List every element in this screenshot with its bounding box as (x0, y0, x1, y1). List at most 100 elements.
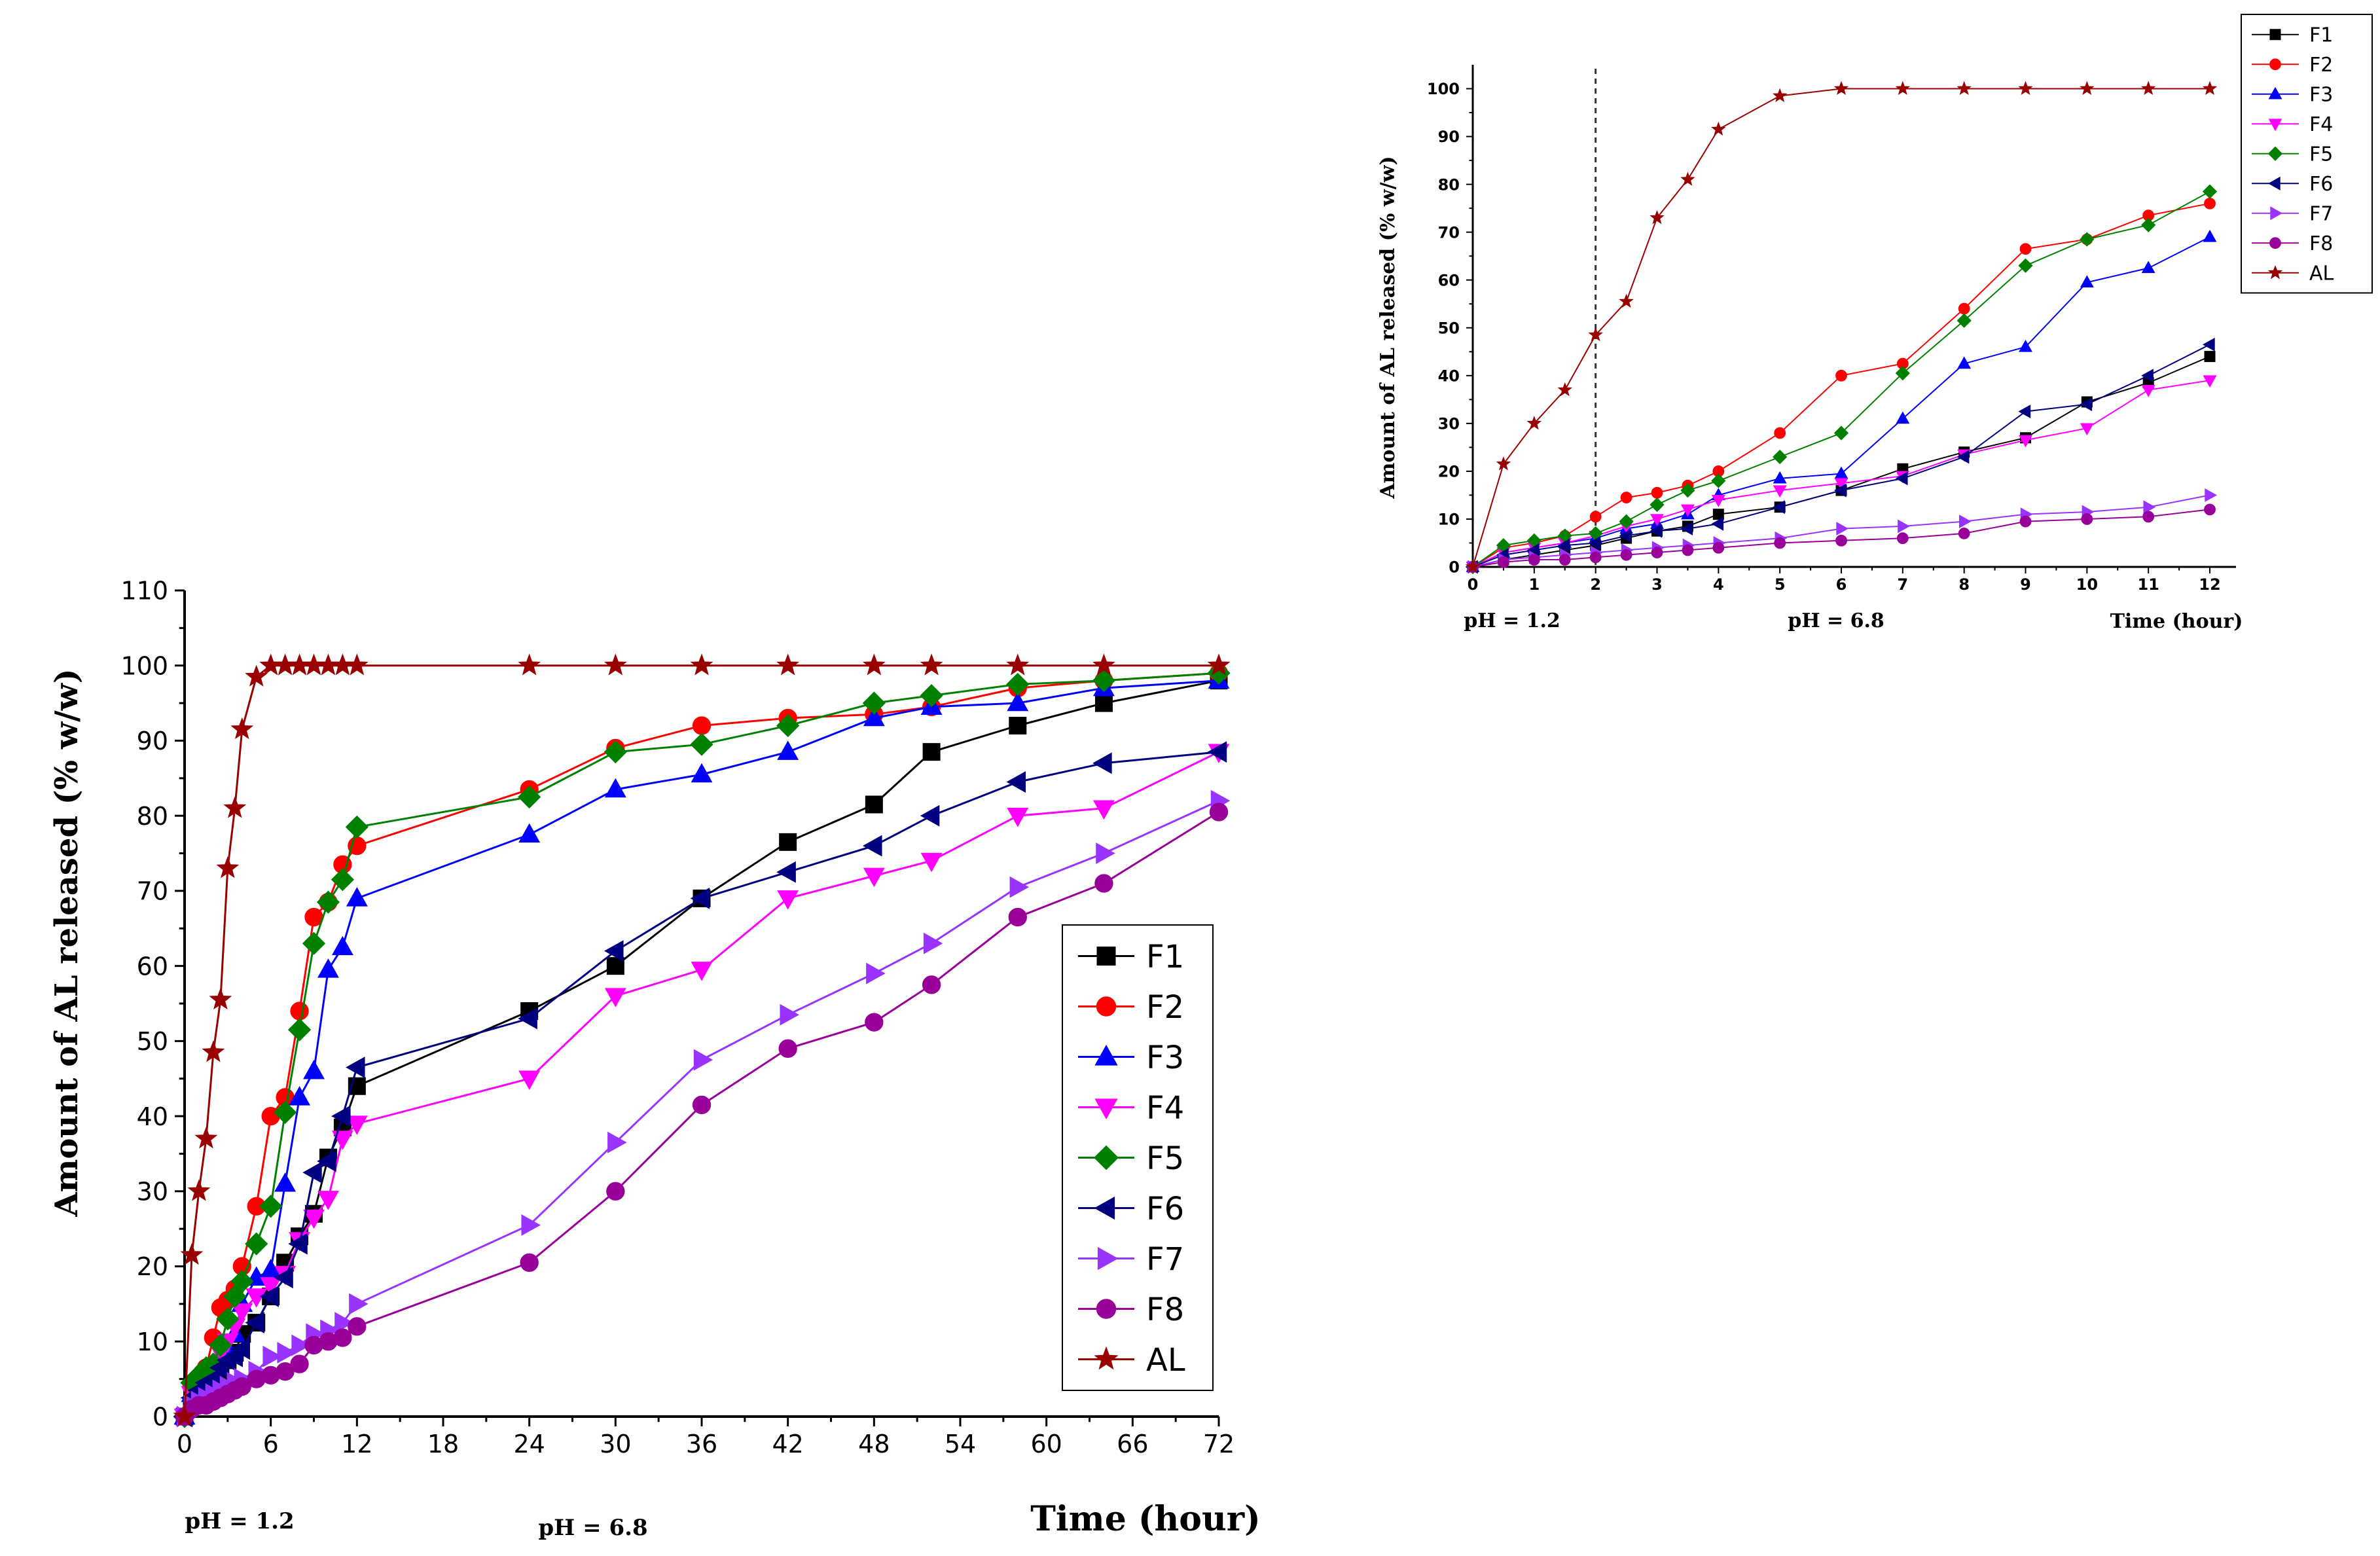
main-y-tick-label: 90 (137, 727, 168, 755)
inset-point-f8 (2204, 503, 2216, 516)
inset-point-f5 (1956, 313, 1972, 328)
inset-point-f3 (1896, 411, 1910, 424)
main-legend-label-f4: F4 (1146, 1090, 1184, 1127)
inset-point-al (1772, 88, 1788, 103)
inset-series-f3 (1466, 229, 2217, 572)
inset-point-f5 (1895, 366, 1910, 381)
main-point-al (776, 653, 800, 676)
inset-point-f8 (2081, 513, 2093, 525)
main-point-f5 (331, 868, 354, 892)
inset-point-f5 (1773, 449, 1788, 465)
inset-point-f8 (1712, 541, 1725, 554)
main-point-al (202, 1040, 225, 1062)
main-legend-marker-f1 (1096, 947, 1116, 966)
main-y-tick-label: 100 (120, 651, 168, 680)
inset-point-f2 (1589, 511, 1602, 523)
main-y-tick-label: 60 (137, 952, 168, 981)
main-x-tick-label: 54 (945, 1430, 976, 1458)
main-point-f8 (520, 1253, 539, 1272)
inset-x-tick-label: 1 (1528, 575, 1540, 594)
inset-point-al (2202, 81, 2218, 96)
main-series-f8 (175, 803, 1229, 1426)
main-point-f6 (518, 1007, 537, 1030)
inset-legend-marker-f2 (2269, 58, 2281, 71)
main-x-tick-label: 36 (686, 1430, 717, 1458)
main-point-f4 (691, 962, 713, 981)
main-point-f5 (216, 1307, 240, 1331)
inset-point-f5 (1680, 483, 1695, 498)
main-point-f4 (863, 867, 885, 888)
inset-point-f6 (1711, 516, 1724, 531)
inset-y-tick-label: 100 (1427, 80, 1460, 98)
inset-point-f4 (2080, 423, 2094, 436)
inset-x-axis-label: Time (hour) (2110, 610, 2243, 633)
main-legend-marker-f5 (1094, 1145, 1119, 1170)
inset-point-f8 (1896, 532, 1909, 545)
inset-point-al (2080, 81, 2095, 96)
inset-point-f8 (1835, 534, 1847, 547)
inset-point-f6 (1833, 483, 1847, 498)
main-point-f5 (920, 684, 943, 708)
inset-point-f8 (2142, 511, 2155, 523)
main-y-tick-label: 80 (137, 802, 168, 831)
inset-series-al (1465, 81, 2218, 573)
inset-point-f2 (1620, 492, 1632, 503)
main-point-f5 (776, 714, 800, 738)
inset-legend-label-f6: F6 (2309, 173, 2333, 196)
main-point-f5 (302, 932, 326, 955)
main-point-al (1207, 653, 1231, 676)
main-y-tick-label: 50 (137, 1027, 168, 1056)
main-point-f1 (779, 833, 797, 851)
inset-point-f4 (2141, 385, 2155, 397)
main-point-f6 (690, 887, 710, 909)
inset-point-f8 (1774, 537, 1786, 549)
main-y-axis-label: Amount of AL released (% w/w) (48, 668, 85, 1217)
main-point-f7 (780, 1004, 799, 1026)
main-point-f8 (1209, 803, 1229, 822)
main-chart: 0 6 12 18 24 30 36 42 48 54 60 66 72 0 10 20 30 40 50 60 70 8… (48, 577, 1261, 1541)
main-point-f4 (920, 852, 943, 873)
inset-point-f8 (1589, 551, 1602, 564)
inset-point-f5 (2141, 217, 2156, 232)
main-point-f6 (346, 1057, 365, 1078)
inset-point-f6 (1650, 524, 1663, 538)
main-point-f5 (1092, 669, 1116, 693)
inset-legend-label-f7: F7 (2309, 203, 2333, 226)
inset-point-f4 (1680, 504, 1695, 517)
main-y-tick-label: 110 (120, 577, 168, 606)
main-series-f5 (173, 661, 1231, 1428)
main-point-f7 (277, 1342, 297, 1364)
main-point-f4 (231, 1303, 253, 1323)
main-point-f7 (262, 1345, 282, 1367)
main-point-f4 (331, 1131, 353, 1150)
inset-line-f3 (1472, 236, 2210, 568)
main-point-f3 (331, 935, 353, 956)
main-point-al (862, 653, 886, 676)
main-point-f7 (1009, 876, 1030, 898)
main-point-f6 (1092, 752, 1112, 774)
main-point-f5 (604, 740, 627, 764)
main-legend-marker-f6 (1094, 1196, 1115, 1220)
inset-point-f4 (1773, 485, 1787, 498)
inset-point-f5 (2018, 258, 2033, 273)
main-point-f7 (291, 1334, 311, 1356)
main-point-f6 (863, 835, 882, 857)
main-point-f8 (276, 1362, 295, 1381)
main-point-f4 (1092, 800, 1115, 820)
inset-y-tick-label: 60 (1438, 271, 1460, 289)
main-point-f6 (245, 1312, 264, 1334)
main-point-f6 (1207, 741, 1227, 763)
main-point-f5 (1207, 661, 1231, 685)
main-point-f7 (1096, 842, 1115, 864)
main-legend-marker-al (1094, 1346, 1119, 1370)
main-x-tick-label: 72 (1203, 1430, 1235, 1458)
main-point-f1 (922, 743, 941, 761)
inset-point-al (1833, 81, 1849, 96)
inset-point-f2 (1835, 369, 1847, 382)
main-point-f6 (259, 1285, 279, 1307)
main-point-f1 (865, 795, 883, 814)
inset-legend-label-f5: F5 (2309, 143, 2333, 166)
main-legend-label-f7: F7 (1146, 1241, 1184, 1278)
inset-y-tick-label: 40 (1438, 367, 1460, 385)
